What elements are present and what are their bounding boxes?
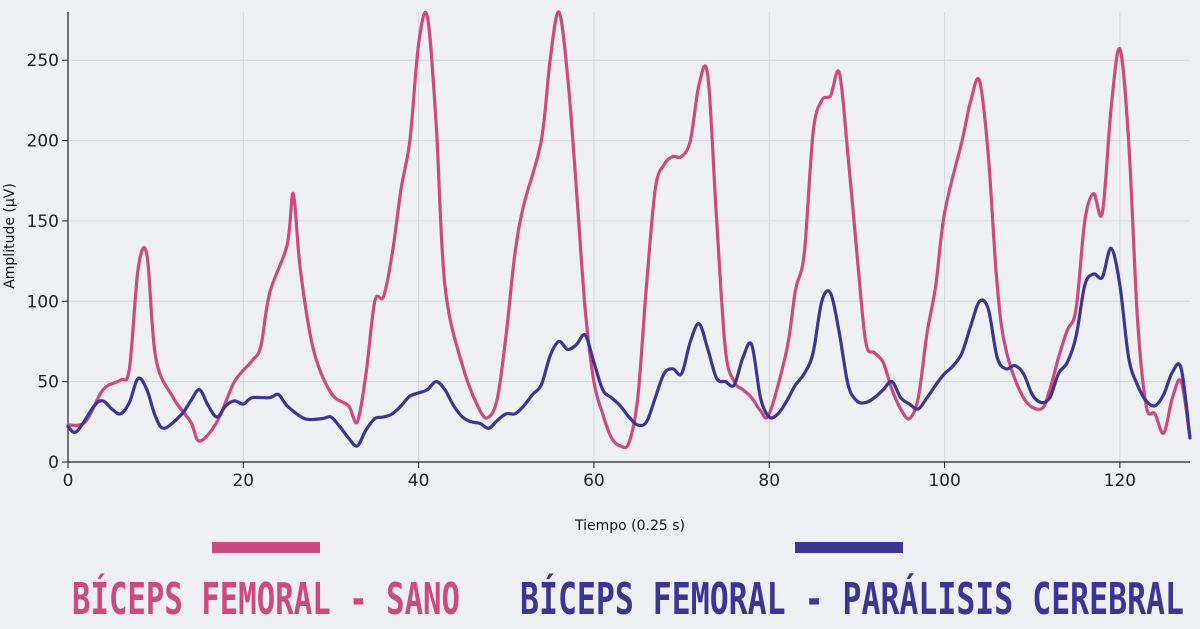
y-tick-label: 150: [27, 212, 59, 232]
series-layer: [66, 10, 1192, 450]
legend: BÍCEPS FEMORAL - SANO BÍCEPS FEMORAL - P…: [72, 542, 1184, 625]
y-axis-title: Amplitude (µV): [2, 183, 18, 289]
x-tick-label: 40: [408, 471, 430, 491]
x-tick-label: 100: [928, 471, 960, 491]
x-tick-label: 120: [1104, 471, 1136, 491]
legend-swatch-paralisis: [795, 542, 903, 553]
x-tick-label: 20: [232, 471, 254, 491]
x-tick-label: 60: [583, 471, 605, 491]
axes: 0 20 40 60 80 100 120 0 50 100 150 200 250: [27, 12, 1190, 491]
legend-label-paralisis: BÍCEPS FEMORAL - PARÁLISIS CEREBRAL: [520, 572, 1184, 625]
series-line-paralisis: [66, 246, 1192, 448]
grid: [68, 12, 1190, 462]
series-line-sano: [66, 10, 1192, 450]
y-tick-label: 50: [37, 373, 59, 393]
x-tick-label: 80: [758, 471, 780, 491]
y-tick-label: 0: [48, 453, 59, 473]
legend-swatch-sano: [212, 542, 320, 553]
x-axis-title: Tiempo (0.25 s): [574, 518, 685, 534]
y-tick-label: 250: [27, 51, 59, 71]
y-tick-label: 100: [27, 292, 59, 312]
y-tick-label: 200: [27, 132, 59, 152]
legend-label-sano: BÍCEPS FEMORAL - SANO: [72, 572, 460, 625]
x-tick-label: 0: [63, 471, 74, 491]
